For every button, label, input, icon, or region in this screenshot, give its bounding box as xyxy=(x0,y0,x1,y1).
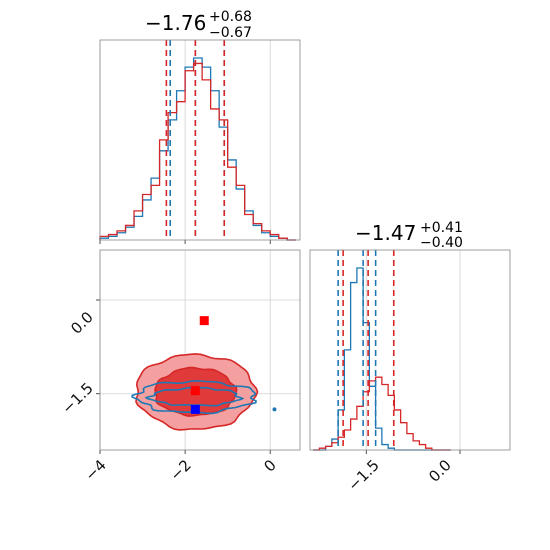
histogram-blue xyxy=(313,267,451,451)
marker-3 xyxy=(190,404,200,414)
x2-tick-label-2: 0.0 xyxy=(425,456,455,486)
title-param-1: −1.76 xyxy=(145,11,206,35)
x-tick-label-2: −2 xyxy=(166,456,194,484)
y-tick-label-2: 0.0 xyxy=(67,308,97,338)
marker-1 xyxy=(199,316,209,326)
histogram-red xyxy=(99,62,296,241)
panel-frame xyxy=(309,249,511,451)
title-param-2: −1.47 xyxy=(355,221,416,245)
panel-frame xyxy=(99,249,301,451)
joint-panel xyxy=(96,249,301,454)
title-2-minus: −0.40 xyxy=(420,235,463,251)
blue-contour-1 xyxy=(131,379,257,415)
outlier-point xyxy=(272,407,277,412)
title-1-plus: +0.68 xyxy=(209,9,252,25)
x2-tick-label-1: −1.5 xyxy=(344,456,382,494)
histogram-blue xyxy=(99,57,296,241)
histogram-red xyxy=(313,376,451,451)
panel-frame xyxy=(99,39,301,241)
title-1-median: −1.76 xyxy=(145,11,206,35)
y-tick-label-1: −1.5 xyxy=(58,379,96,417)
marginal-panel-2 xyxy=(309,249,511,454)
title-1-minus: −0.67 xyxy=(209,25,252,41)
marker-2 xyxy=(190,386,200,396)
x-tick-label-3: 0 xyxy=(260,456,279,475)
blue-contour-2 xyxy=(144,386,245,407)
title-2-plus: +0.41 xyxy=(420,220,463,236)
marginal-panel-1 xyxy=(99,39,301,244)
x-tick-label-1: −4 xyxy=(81,456,109,484)
title-2-median: −1.47 xyxy=(355,221,416,245)
